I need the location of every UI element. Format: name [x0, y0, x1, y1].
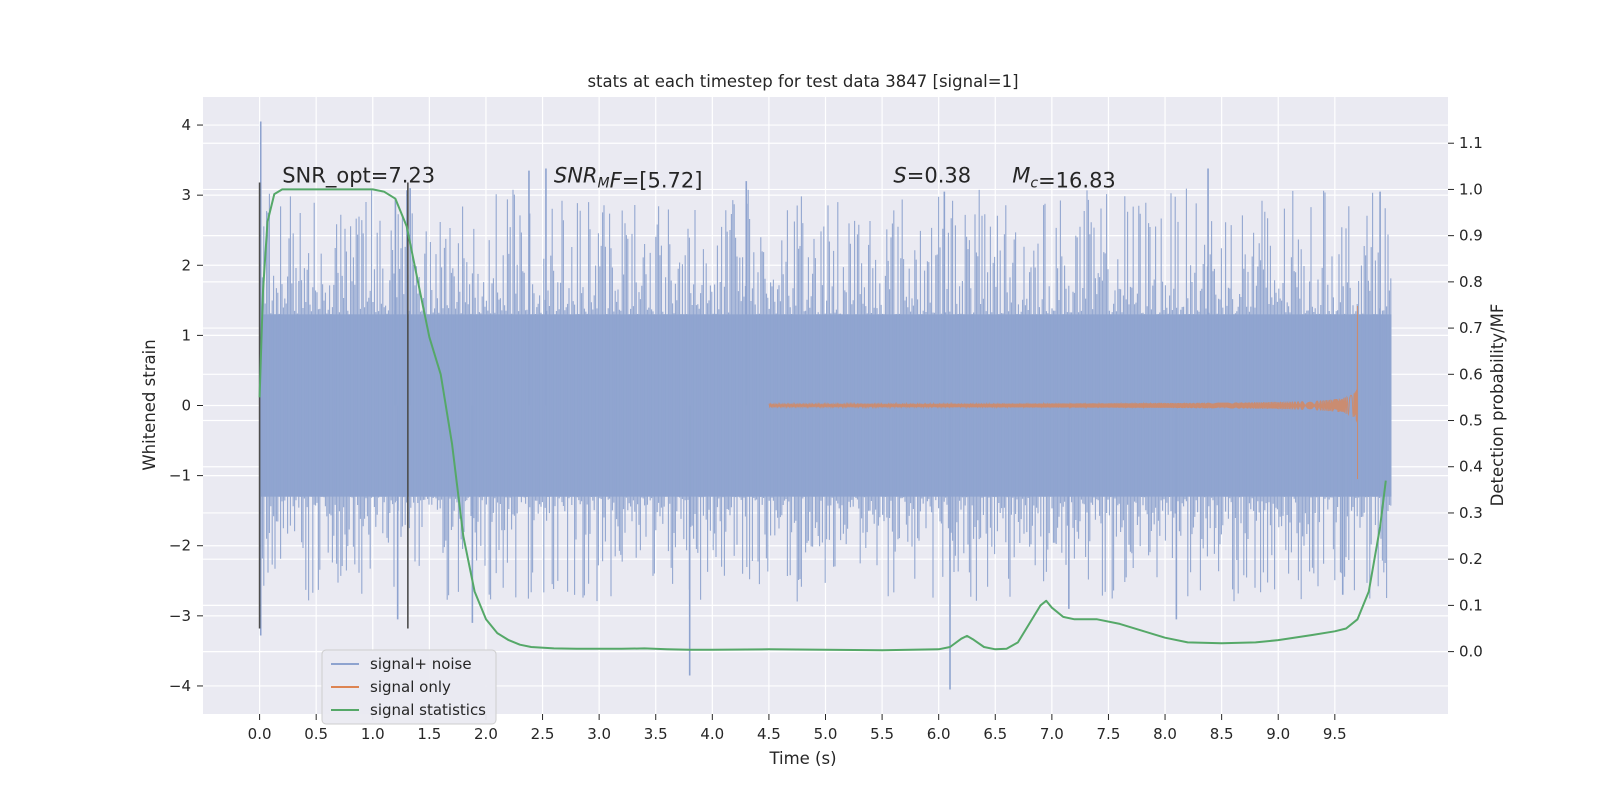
legend: signal+ noise signal only signal statistic… — [321, 649, 497, 725]
series-signal-statistics — [258, 188, 1387, 652]
x-tick-label: 2.0 — [474, 725, 498, 743]
y-axis-label: Whitened strain — [140, 339, 159, 470]
x-tick-label: 1.0 — [361, 725, 385, 743]
legend-label: signal statistics — [370, 701, 486, 719]
right-y-tick-label: 0.0 — [1459, 643, 1483, 661]
annotation-text: SNRMF=[5.72] — [554, 164, 703, 193]
x-tick-label: 9.0 — [1266, 725, 1290, 743]
y-tick-label: 1 — [181, 326, 191, 344]
annotation-text: SNR_opt=7.23 — [282, 164, 435, 189]
right-y-tick-label: 0.5 — [1459, 412, 1483, 430]
legend-label: signal only — [370, 678, 451, 696]
series-signal-only — [768, 305, 1358, 480]
right-y-tick-label: 0.7 — [1459, 319, 1483, 337]
legend-label: signal+ noise — [370, 655, 472, 673]
x-tick-label: 3.0 — [587, 725, 611, 743]
x-tick-label: 5.5 — [870, 725, 894, 743]
y-tick-label: 4 — [181, 116, 191, 134]
y-tick-label: 0 — [181, 397, 191, 415]
right-y-tick-label: 0.6 — [1459, 365, 1483, 383]
right-y-tick-label: 0.4 — [1459, 458, 1483, 476]
x-tick-label: 5.0 — [814, 725, 838, 743]
annotations: SNR_opt=7.23 SNRMF=[5.72] S=0.38 Mc=16.83 — [282, 164, 1116, 193]
right-y-tick-label: 0.3 — [1459, 504, 1483, 522]
x-tick-label: 2.5 — [531, 725, 555, 743]
x-tick-label: 7.0 — [1040, 725, 1064, 743]
x-axis-label: Time (s) — [768, 749, 836, 768]
x-tick-label: 3.5 — [644, 725, 668, 743]
y-tick-label: −3 — [169, 607, 191, 625]
y-tick-label: −1 — [169, 467, 191, 485]
chart-title: stats at each timestep for test data 384… — [587, 72, 1018, 91]
x-axis-ticks: 0.0 0.5 1.0 1.5 2.0 2.5 3.0 3.5 4.0 4.5 5.0 5.5 6.0 6… — [248, 714, 1347, 743]
legend-box — [321, 649, 497, 725]
x-tick-label: 8.0 — [1153, 725, 1177, 743]
x-tick-label: 4.5 — [757, 725, 781, 743]
annotation-text: S=0.38 — [893, 164, 971, 188]
right-y-tick-label: 0.8 — [1459, 273, 1483, 291]
signal-chirp — [768, 305, 1358, 480]
x-tick-label: 0.0 — [248, 725, 272, 743]
x-tick-label: 4.0 — [700, 725, 724, 743]
right-y-tick-label: 0.1 — [1459, 596, 1483, 614]
right-y-tick-label: 0.9 — [1459, 227, 1483, 245]
x-tick-label: 7.5 — [1097, 725, 1121, 743]
annotation-text: Mc=16.83 — [1012, 164, 1116, 193]
right-y-tick-label: 0.2 — [1459, 550, 1483, 568]
y-tick-label: −4 — [169, 677, 191, 695]
x-tick-label: 6.5 — [983, 725, 1007, 743]
x-tick-label: 9.5 — [1323, 725, 1347, 743]
right-y-tick-label: 1.1 — [1459, 134, 1483, 152]
right-y-tick-label: 1.0 — [1459, 180, 1483, 198]
right-y-axis-ticks: 1.1 1.0 0.9 0.8 0.7 0.6 0.5 0.4 0.3 0.2 0.1 0.0 — [1448, 134, 1483, 661]
x-tick-label: 0.5 — [304, 725, 328, 743]
right-y-axis-label: Detection probability/MF — [1488, 304, 1507, 507]
x-tick-label: 1.5 — [417, 725, 441, 743]
y-tick-label: 3 — [181, 186, 191, 204]
y-axis-ticks: 4 3 2 1 0 −1 −2 −3 −4 — [169, 116, 203, 695]
x-tick-label: 6.0 — [927, 725, 951, 743]
vertical-markers — [258, 182, 409, 629]
y-tick-label: −2 — [169, 537, 191, 555]
x-tick-label: 8.5 — [1210, 725, 1234, 743]
statistics-line — [258, 188, 1387, 652]
y-tick-label: 2 — [181, 256, 191, 274]
